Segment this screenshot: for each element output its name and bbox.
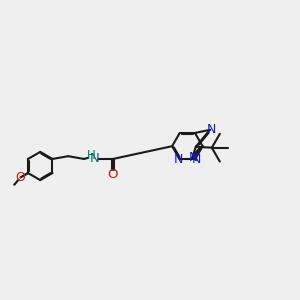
Text: O: O	[108, 168, 118, 181]
Text: O: O	[16, 171, 26, 184]
Text: N: N	[189, 151, 198, 164]
Text: N: N	[191, 152, 201, 166]
Text: N: N	[174, 152, 183, 166]
Text: H: H	[87, 149, 96, 162]
Text: N: N	[206, 123, 216, 136]
Text: N: N	[89, 152, 99, 166]
